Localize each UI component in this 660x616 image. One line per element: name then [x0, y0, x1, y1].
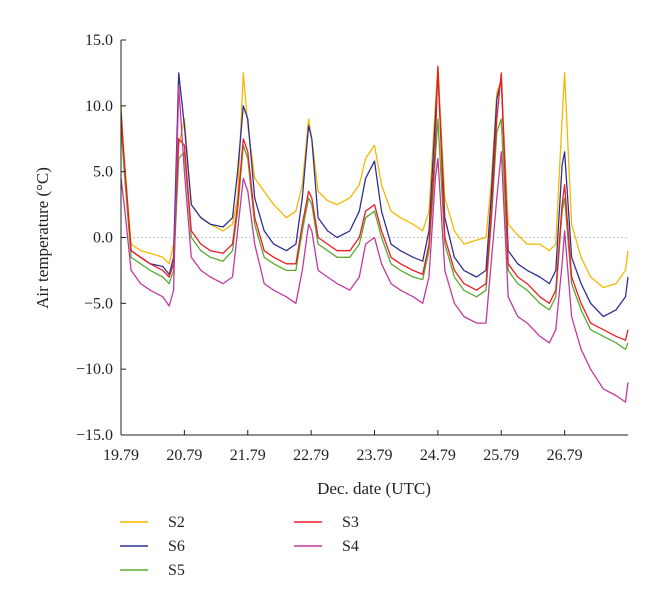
legend-label: S6 — [168, 538, 185, 555]
legend-label: S3 — [342, 514, 359, 531]
legend-item-s3: S3 — [294, 514, 359, 531]
legend: S2 S6 S5 S3 S4 — [120, 514, 359, 579]
x-tick-label: 19.79 — [103, 447, 139, 464]
y-tick-label: −10.0 — [76, 361, 113, 378]
x-tick-label: 22.79 — [293, 447, 329, 464]
tick-group: −15.0 −10.0 −5.0 0.0 5.0 10.0 15.0 19.79 20.79 21… — [76, 32, 583, 464]
y-tick-label: −15.0 — [76, 427, 113, 444]
y-tick-label: 5.0 — [93, 164, 113, 181]
x-tick-label: 23.79 — [357, 447, 393, 464]
series-group — [120, 65, 629, 403]
series-line-s5 — [120, 118, 629, 351]
y-tick-label: −5.0 — [84, 295, 113, 312]
y-tick-label: 10.0 — [85, 98, 113, 115]
series-line-s2 — [120, 65, 629, 289]
legend-item-s2: S2 — [120, 514, 185, 531]
y-tick-label: 0.0 — [93, 230, 113, 247]
legend-item-s6: S6 — [120, 538, 185, 555]
series-line-s3 — [120, 65, 629, 341]
series-line-s6 — [120, 72, 629, 318]
x-tick-label: 26.79 — [547, 447, 583, 464]
legend-label: S2 — [168, 514, 185, 531]
legend-label: S4 — [342, 538, 359, 555]
legend-item-s4: S4 — [294, 538, 359, 555]
x-axis-label: Dec. date (UTC) — [317, 479, 431, 498]
x-tick-label: 24.79 — [420, 447, 456, 464]
x-tick-label: 20.79 — [166, 447, 202, 464]
y-axis-label: Air temperature (°C) — [33, 167, 52, 309]
y-tick-label: 15.0 — [85, 32, 113, 49]
legend-label: S5 — [168, 562, 185, 579]
series-line-s4 — [120, 85, 629, 403]
x-tick-label: 25.79 — [483, 447, 519, 464]
x-tick-label: 21.79 — [230, 447, 266, 464]
legend-item-s5: S5 — [120, 562, 185, 579]
